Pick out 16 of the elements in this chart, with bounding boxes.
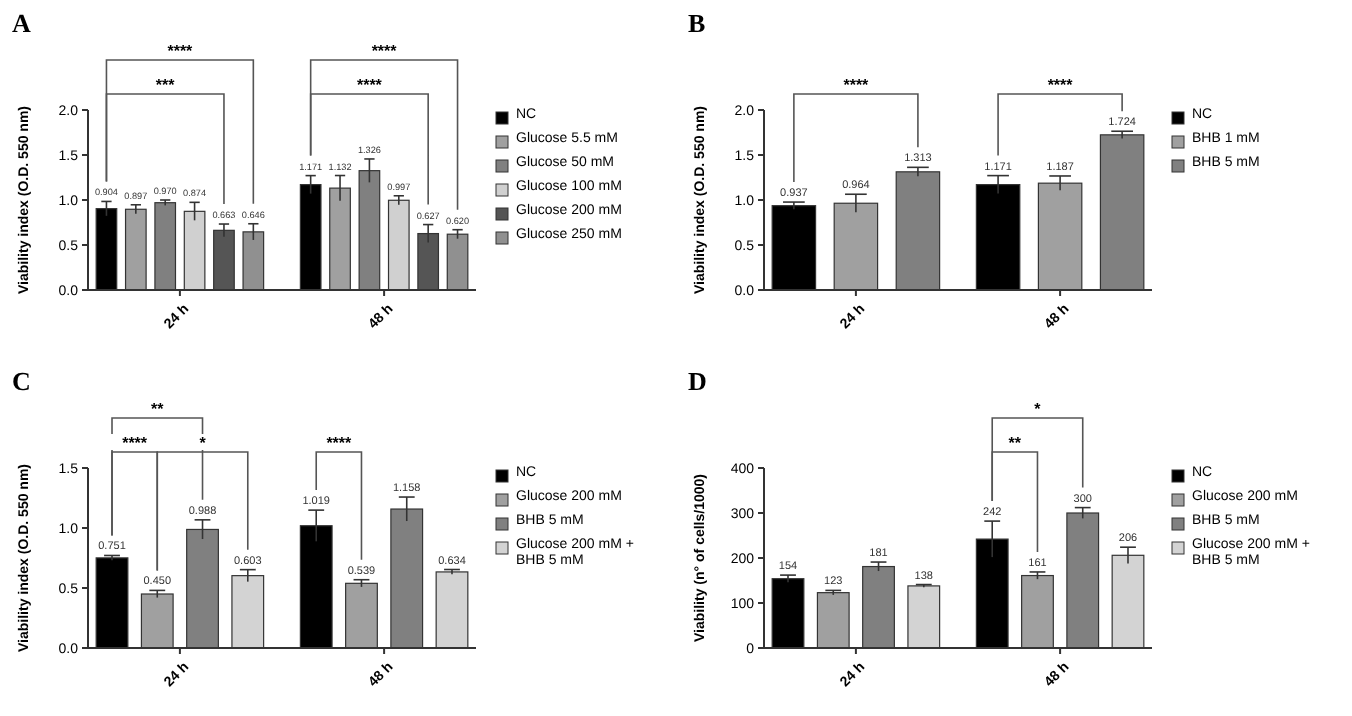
text: **** [122, 434, 149, 452]
chart-title: A [12, 8, 32, 38]
text: * [1034, 400, 1043, 418]
text: *** [155, 76, 177, 94]
text: **** [356, 76, 384, 94]
chart-title: D [688, 366, 707, 396]
text: **** [371, 42, 399, 60]
text: **** [1047, 76, 1075, 94]
chart-title: B [688, 8, 706, 38]
text: **** [167, 42, 195, 60]
text: * [199, 434, 208, 452]
text: ** [151, 400, 166, 418]
text: **** [843, 76, 871, 94]
text: ** [1008, 434, 1023, 452]
text: **** [326, 434, 354, 452]
chart-title: C [12, 366, 31, 396]
